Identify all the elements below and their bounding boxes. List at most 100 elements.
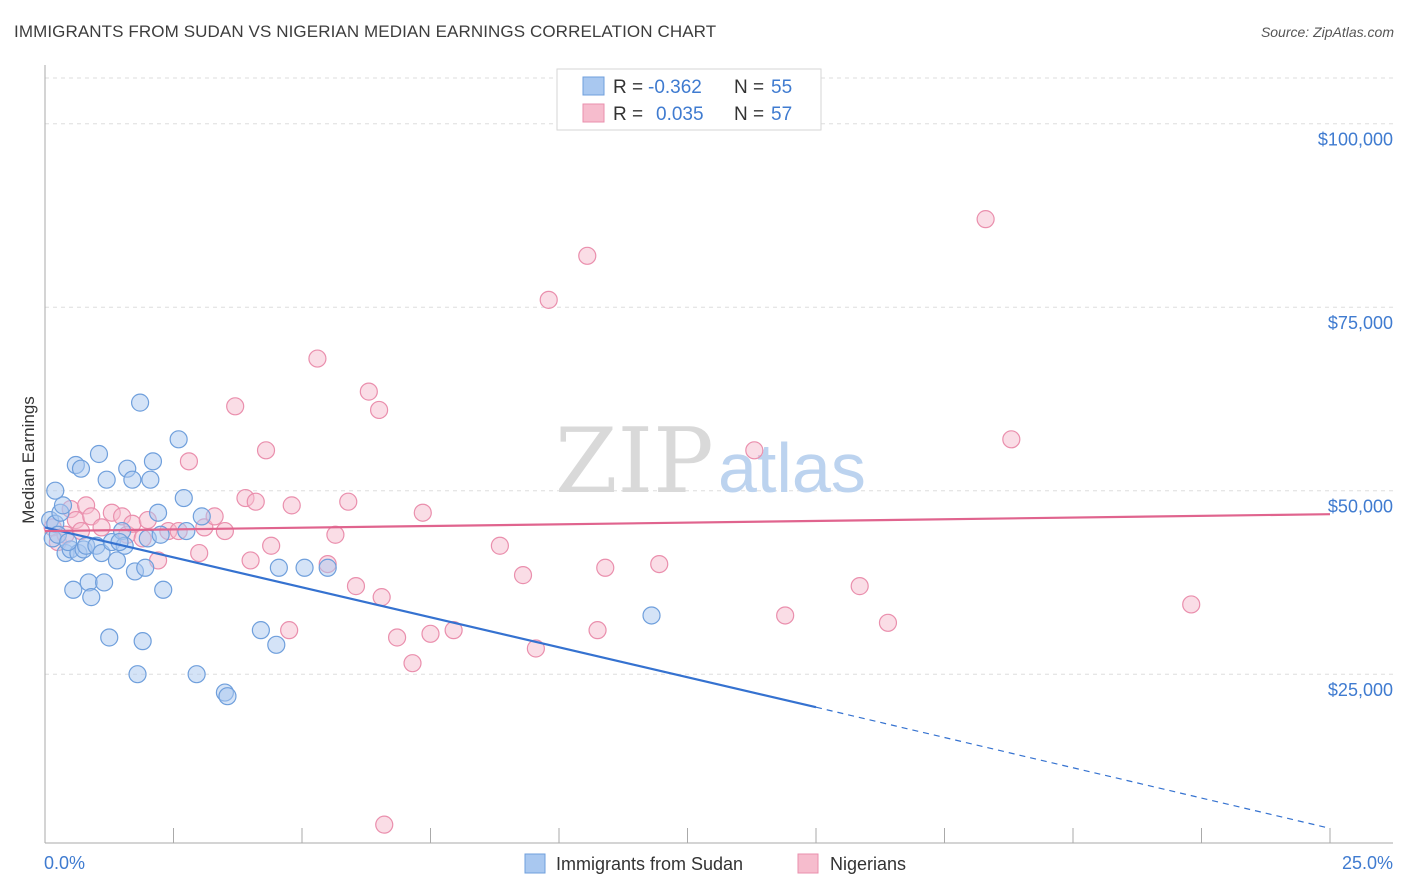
sudan-point xyxy=(252,622,269,639)
y-tick-label: $75,000 xyxy=(1328,313,1393,333)
scatter-chart: ZIP atlas $25,000 $50,000 $75,000 $100,000 0… xyxy=(0,0,1406,892)
sudan-point xyxy=(111,534,128,551)
sudan-point xyxy=(134,633,151,650)
nigerians-point xyxy=(540,291,557,308)
legend-swatch-blue xyxy=(583,77,604,95)
nigerians-point xyxy=(327,526,344,543)
nigerians-point xyxy=(373,589,390,606)
nigerians-point xyxy=(879,614,896,631)
nigerians-point xyxy=(263,537,280,554)
nigerians-point xyxy=(746,442,763,459)
nigerians-point xyxy=(242,552,259,569)
nigerians-points xyxy=(44,211,1200,834)
nigerians-point xyxy=(191,545,208,562)
sudan-point xyxy=(175,490,192,507)
series-label-nigerians: Nigerians xyxy=(830,854,906,874)
sudan-point xyxy=(144,453,161,470)
legend-r-label-pink: R = xyxy=(613,104,643,125)
legend-r-value-blue: -0.362 xyxy=(648,77,702,98)
nigerians-point xyxy=(340,493,357,510)
y-tick-label: $50,000 xyxy=(1328,497,1393,517)
sudan-point xyxy=(129,666,146,683)
y-axis-label: Median Earnings xyxy=(19,396,38,524)
nigerians-point xyxy=(491,537,508,554)
watermark: ZIP atlas xyxy=(555,409,866,514)
sudan-point xyxy=(132,394,149,411)
nigerians-point xyxy=(93,519,110,536)
legend-n-label-blue: N = xyxy=(734,77,764,98)
nigerians-point xyxy=(422,625,439,642)
sudan-point xyxy=(268,636,285,653)
sudan-point xyxy=(124,471,141,488)
sudan-point xyxy=(101,629,118,646)
nigerians-point xyxy=(389,629,406,646)
nigerians-point xyxy=(1183,596,1200,613)
nigerians-point xyxy=(977,211,994,228)
sudan-point xyxy=(60,534,77,551)
sudan-point xyxy=(142,471,159,488)
watermark-zip: ZIP xyxy=(555,409,714,514)
sudan-point xyxy=(83,589,100,606)
sudan-point xyxy=(188,666,205,683)
series-label-sudan: Immigrants from Sudan xyxy=(556,854,743,874)
nigerians-point xyxy=(404,655,421,672)
legend-n-label-pink: N = xyxy=(734,104,764,125)
nigerians-point xyxy=(309,350,326,367)
sudan-point xyxy=(270,559,287,576)
sudan-point xyxy=(47,482,64,499)
sudan-point xyxy=(96,574,113,591)
nigerians-point xyxy=(360,383,377,400)
nigerians-point xyxy=(376,816,393,833)
legend-n-value-blue: 55 xyxy=(771,77,792,98)
sudan-point xyxy=(219,688,236,705)
sudan-point xyxy=(150,504,167,521)
sudan-trend-extension xyxy=(816,707,1330,828)
sudan-point xyxy=(643,607,660,624)
legend-swatch-pink xyxy=(583,104,604,122)
sudan-point xyxy=(319,559,336,576)
nigerians-point xyxy=(258,442,275,459)
nigerians-point xyxy=(597,559,614,576)
gridlines xyxy=(45,78,1393,674)
sudan-point xyxy=(193,508,210,525)
nigerians-point xyxy=(371,401,388,418)
x-tick-label: 25.0% xyxy=(1342,853,1393,873)
nigerians-point xyxy=(579,247,596,264)
sudan-trend-line xyxy=(45,527,816,707)
series-swatch-nigerians xyxy=(798,854,818,873)
series-swatch-sudan xyxy=(525,854,545,873)
nigerians-point xyxy=(414,504,431,521)
legend-r-label-blue: R = xyxy=(613,77,643,98)
sudan-point xyxy=(296,559,313,576)
sudan-point xyxy=(178,523,195,540)
nigerians-point xyxy=(777,607,794,624)
nigerians-trend-line xyxy=(45,514,1330,531)
trend-lines xyxy=(45,514,1330,828)
nigerians-point xyxy=(283,497,300,514)
nigerians-point xyxy=(515,567,532,584)
nigerians-point xyxy=(651,556,668,573)
nigerians-point xyxy=(180,453,197,470)
nigerians-point xyxy=(281,622,298,639)
nigerians-point xyxy=(247,493,264,510)
sudan-point xyxy=(137,559,154,576)
sudan-point xyxy=(65,581,82,598)
sudan-point xyxy=(170,431,187,448)
series-legend: Immigrants from Sudan Nigerians xyxy=(525,854,906,874)
sudan-point xyxy=(155,581,172,598)
nigerians-point xyxy=(589,622,606,639)
y-tick-label: $25,000 xyxy=(1328,680,1393,700)
nigerians-point xyxy=(851,578,868,595)
watermark-atlas: atlas xyxy=(718,429,866,507)
nigerians-point xyxy=(1003,431,1020,448)
nigerians-point xyxy=(216,523,233,540)
sudan-point xyxy=(90,446,107,463)
sudan-point xyxy=(72,460,89,477)
correlation-legend: R = -0.362 N = 55 R = 0.035 N = 57 xyxy=(557,69,821,130)
sudan-point xyxy=(98,471,115,488)
x-tick-label: 0.0% xyxy=(44,853,85,873)
legend-r-value-pink: 0.035 xyxy=(656,104,704,125)
legend-n-value-pink: 57 xyxy=(771,104,792,125)
y-tick-label: $100,000 xyxy=(1318,130,1393,150)
nigerians-point xyxy=(347,578,364,595)
